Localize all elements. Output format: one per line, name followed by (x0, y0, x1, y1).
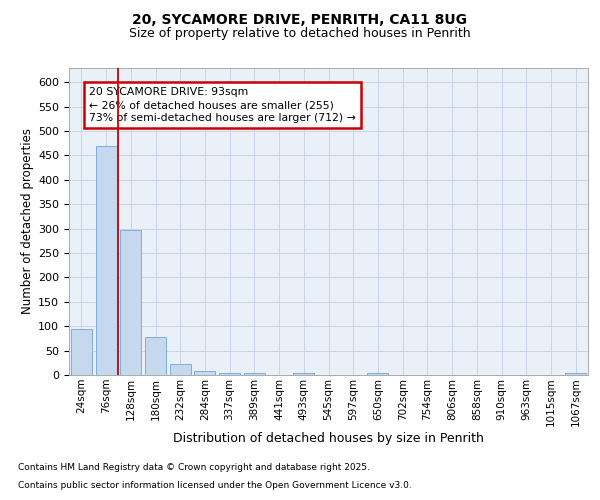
Bar (367, 372, 388, 375)
Bar (170, 364, 191, 375)
Bar (219, 372, 240, 375)
Text: 20, SYCAMORE DRIVE, PENRITH, CA11 8UG: 20, SYCAMORE DRIVE, PENRITH, CA11 8UG (133, 12, 467, 26)
Text: Contains public sector information licensed under the Open Government Licence v3: Contains public sector information licen… (18, 481, 412, 490)
Bar (293, 372, 314, 375)
Text: 20 SYCAMORE DRIVE: 93sqm
← 26% of detached houses are smaller (255)
73% of semi-: 20 SYCAMORE DRIVE: 93sqm ← 26% of detach… (89, 87, 356, 124)
Bar (244, 372, 265, 375)
Y-axis label: Number of detached properties: Number of detached properties (21, 128, 34, 314)
X-axis label: Distribution of detached houses by size in Penrith: Distribution of detached houses by size … (173, 432, 484, 445)
Bar (565, 372, 586, 375)
Text: Contains HM Land Registry data © Crown copyright and database right 2025.: Contains HM Land Registry data © Crown c… (18, 464, 370, 472)
Bar (71, 328, 92, 375)
Bar (95, 146, 116, 375)
Text: Size of property relative to detached houses in Penrith: Size of property relative to detached ho… (129, 28, 471, 40)
Bar (194, 371, 215, 375)
Bar (145, 337, 166, 375)
Bar (120, 230, 141, 375)
